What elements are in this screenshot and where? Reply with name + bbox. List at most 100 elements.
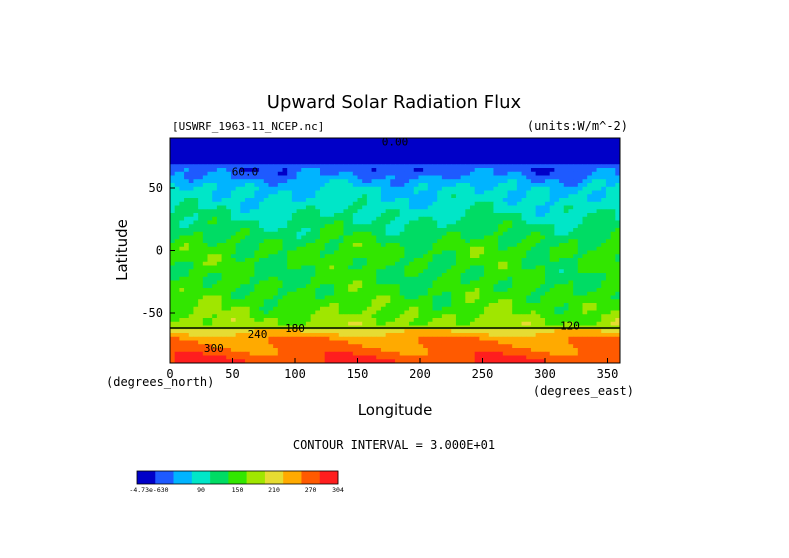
field-cell: [277, 156, 283, 161]
field-cell: [212, 265, 218, 270]
field-cell: [568, 149, 574, 154]
field-cell: [376, 183, 382, 188]
field-cell: [437, 164, 443, 169]
field-cell: [399, 209, 405, 214]
field-cell: [216, 198, 222, 203]
field-cell: [418, 258, 424, 263]
field-cell: [268, 190, 274, 195]
field-cell: [437, 288, 443, 293]
field-cell: [470, 273, 476, 278]
field-cell: [530, 273, 537, 278]
field-cell: [291, 141, 297, 146]
field-cell: [530, 190, 537, 195]
field-cell: [465, 239, 471, 244]
field-cell: [193, 179, 199, 184]
field-cell: [184, 160, 190, 165]
field-cell: [413, 250, 419, 255]
field-cell: [451, 160, 457, 165]
field-cell: [568, 265, 574, 270]
field-cell: [474, 186, 480, 191]
field-cell: [474, 291, 480, 296]
field-cell: [404, 306, 410, 311]
field-cell: [512, 179, 518, 184]
field-cell: [545, 216, 551, 221]
field-cell: [282, 318, 288, 323]
field-cell: [432, 164, 438, 169]
field-cell: [404, 261, 410, 266]
field-cell: [305, 175, 312, 180]
field-cell: [437, 220, 443, 225]
field-cell: [399, 243, 405, 248]
field-cell: [549, 171, 555, 176]
field-cell: [432, 201, 438, 206]
field-cell: [273, 138, 279, 143]
field-cell: [324, 164, 330, 169]
field-cell: [610, 190, 616, 195]
field-cell: [334, 224, 340, 229]
field-cell: [418, 265, 424, 270]
field-cell: [184, 246, 190, 251]
field-cell: [212, 198, 218, 203]
field-cell: [432, 295, 438, 300]
field-cell: [343, 171, 349, 176]
field-cell: [441, 318, 447, 323]
field-cell: [451, 198, 457, 203]
field-cell: [380, 220, 387, 225]
field-cell: [338, 168, 344, 173]
field-cell: [371, 295, 377, 300]
field-cell: [188, 314, 194, 319]
field-cell: [423, 269, 429, 274]
field-cell: [427, 273, 433, 278]
field-cell: [437, 179, 443, 184]
field-cell: [263, 235, 269, 240]
field-cell: [259, 145, 265, 150]
field-cell: [549, 288, 555, 293]
field-cell: [385, 243, 391, 248]
field-cell: [235, 190, 241, 195]
field-cell: [282, 250, 288, 255]
field-cell: [484, 224, 490, 229]
field-cell: [502, 160, 508, 165]
field-cell: [470, 209, 476, 214]
field-cell: [455, 186, 462, 191]
field-cell: [324, 243, 330, 248]
field-cell: [418, 186, 424, 191]
field-cell: [409, 209, 415, 214]
field-cell: [348, 269, 354, 274]
field-cell: [338, 306, 344, 311]
field-cell: [399, 280, 405, 285]
field-cell: [352, 141, 358, 146]
field-cell: [343, 209, 349, 214]
field-cell: [540, 198, 546, 203]
field-cell: [282, 303, 288, 308]
field-cell: [291, 201, 297, 206]
field-cell: [413, 254, 419, 259]
field-cell: [254, 314, 260, 319]
field-cell: [591, 168, 597, 173]
field-cell: [320, 228, 326, 233]
field-cell: [320, 156, 326, 161]
field-cell: [334, 246, 340, 251]
field-cell: [474, 318, 480, 323]
field-cell: [296, 220, 302, 225]
field-cell: [516, 239, 522, 244]
field-cell: [441, 164, 447, 169]
field-cell: [610, 201, 616, 206]
field-cell: [310, 299, 316, 304]
field-cell: [324, 209, 330, 214]
field-cell: [605, 145, 612, 150]
field-cell: [404, 254, 410, 259]
field-cell: [277, 171, 283, 176]
field-cell: [268, 269, 274, 274]
field-cell: [390, 284, 396, 289]
field-cell: [198, 205, 204, 210]
field-cell: [395, 175, 401, 180]
field-cell: [249, 179, 255, 184]
field-cell: [174, 216, 180, 221]
field-cell: [577, 190, 583, 195]
field-cell: [493, 310, 499, 315]
field-cell: [174, 299, 180, 304]
field-cell: [320, 250, 326, 255]
field-cell: [521, 156, 527, 161]
field-cell: [277, 314, 283, 319]
